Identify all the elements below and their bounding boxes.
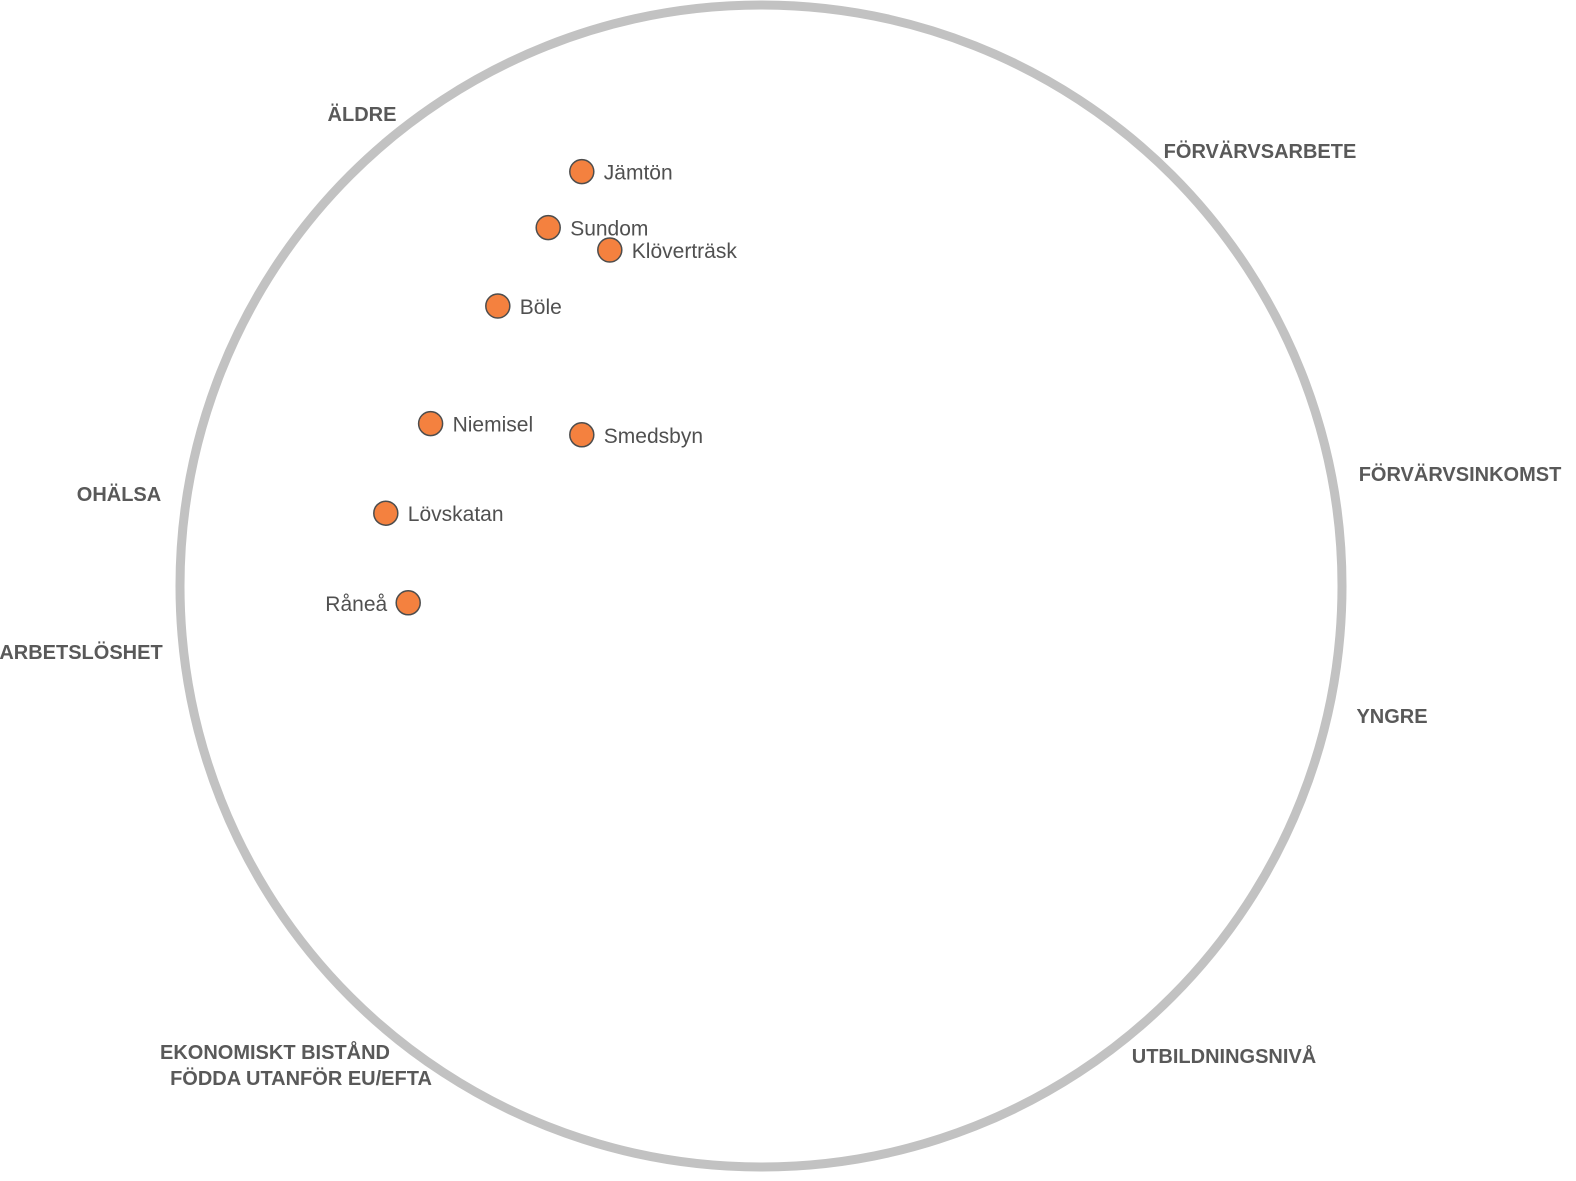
data-point-4 xyxy=(417,410,444,437)
axis-label-ohalsa: OHÄLSA xyxy=(77,483,161,506)
data-point-label-1: Sundom xyxy=(570,218,648,241)
data-point-6 xyxy=(373,500,399,526)
data-point-label-0: Jämtön xyxy=(604,162,673,185)
axis-label-arbetsloshet: ARBETSLÖSHET xyxy=(0,641,163,664)
axis-label-ekonomiskt-bistand: EKONOMISKT BISTÅND xyxy=(160,1040,390,1064)
data-point-label-5: Smedsbyn xyxy=(604,425,703,448)
data-point-5 xyxy=(569,422,595,448)
data-point-label-3: Böle xyxy=(520,296,562,319)
axis-labels: ÄLDRE FÖRVÄRVSARBETE FÖRVÄRVSINKOMST YNG… xyxy=(0,103,1561,1090)
data-point-label-4: Niemisel xyxy=(453,414,534,437)
axis-label-fodda-utanfor: FÖDDA UTANFÖR EU/EFTA xyxy=(170,1067,432,1090)
data-point-1 xyxy=(535,214,561,241)
axis-label-aldre: ÄLDRE xyxy=(328,103,397,126)
data-point-2 xyxy=(597,237,623,263)
axis-label-forvarvsarbete: FÖRVÄRVSARBETE xyxy=(1164,140,1357,163)
data-point-0 xyxy=(569,158,595,185)
data-point-label-7: Råneå xyxy=(325,593,387,616)
data-point-7 xyxy=(395,590,421,616)
axis-label-utbildningsniva: UTBILDNINGSNIVÅ xyxy=(1132,1044,1316,1068)
data-point-label-2: Klöverträsk xyxy=(632,240,738,263)
axis-label-yngre: YNGRE xyxy=(1356,706,1427,728)
outer-ring xyxy=(175,0,1347,1172)
data-point-label-6: Lövskatan xyxy=(408,503,504,526)
axis-label-forvarvsinkomst: FÖRVÄRVSINKOMST xyxy=(1359,463,1562,486)
data-point-3 xyxy=(485,293,511,319)
